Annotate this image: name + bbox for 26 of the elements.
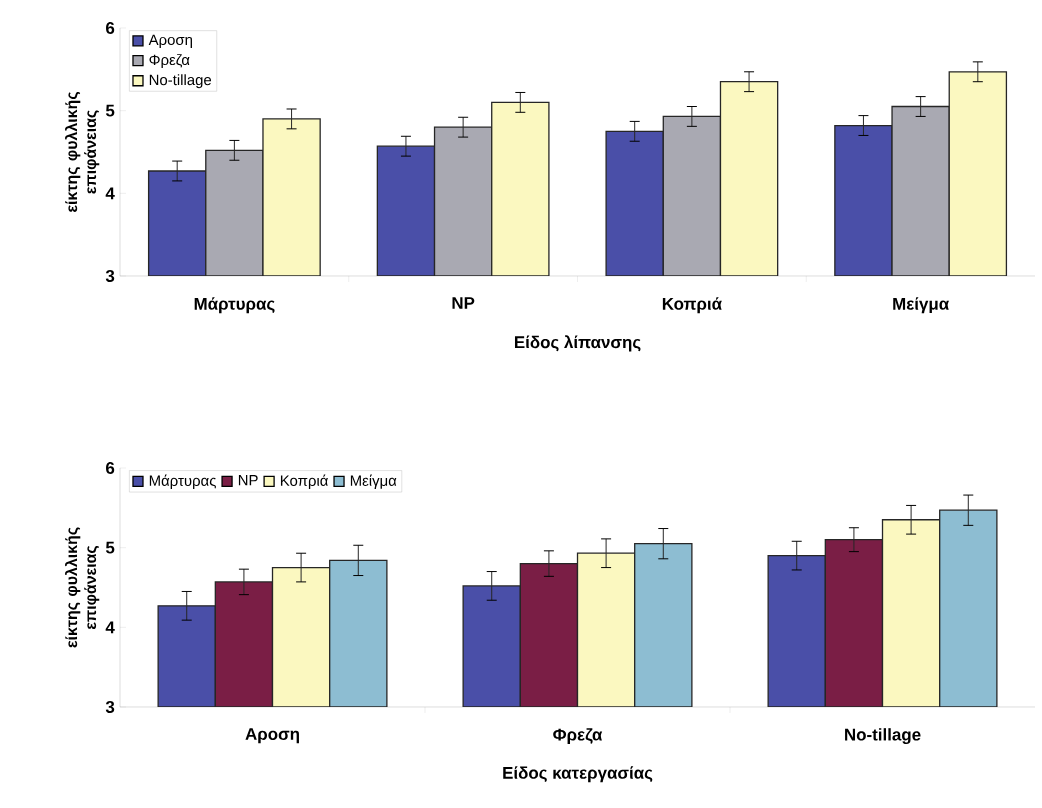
legend-label: Φρεζα (149, 54, 190, 69)
x-tick-label: Φρεζα (553, 728, 603, 744)
legend-label: Μάρτυρας (149, 474, 216, 489)
y-axis-title: είκτης φυλλικής επιφάνειας (65, 527, 100, 648)
y-tick-label: 6 (106, 461, 115, 474)
legend-label: Μείγμα (350, 474, 397, 489)
y-axis-title: είκτης φυλλικής επιφάνειας (65, 92, 100, 212)
y-tick-label: 6 (106, 21, 115, 34)
x-tick-label: No-tillage (845, 728, 921, 745)
y-tick-label: 4 (105, 621, 115, 634)
legend-label: No-tillage (149, 74, 212, 89)
legend-label: NP (238, 475, 258, 486)
x-axis-title: Είδος κατεργασίας (503, 766, 653, 783)
legend-label: Αροση (148, 34, 192, 49)
x-tick-label: NP (452, 297, 475, 309)
x-tick-label: Μείγμα (893, 297, 949, 314)
x-tick-label: Μάρτυρας (194, 297, 275, 314)
y-tick-label: 3 (105, 700, 115, 713)
y-tick-label: 5 (105, 104, 115, 117)
x-tick-label: Κοπριά (662, 297, 722, 314)
legend-label: Κοπριά (280, 474, 328, 489)
x-axis-title: Είδος λίπανσης (514, 335, 641, 352)
y-tick-label: 3 (105, 269, 115, 282)
x-tick-label: Αροση (245, 728, 299, 744)
y-tick-label: 5 (105, 541, 115, 554)
y-tick-label: 4 (105, 187, 115, 200)
